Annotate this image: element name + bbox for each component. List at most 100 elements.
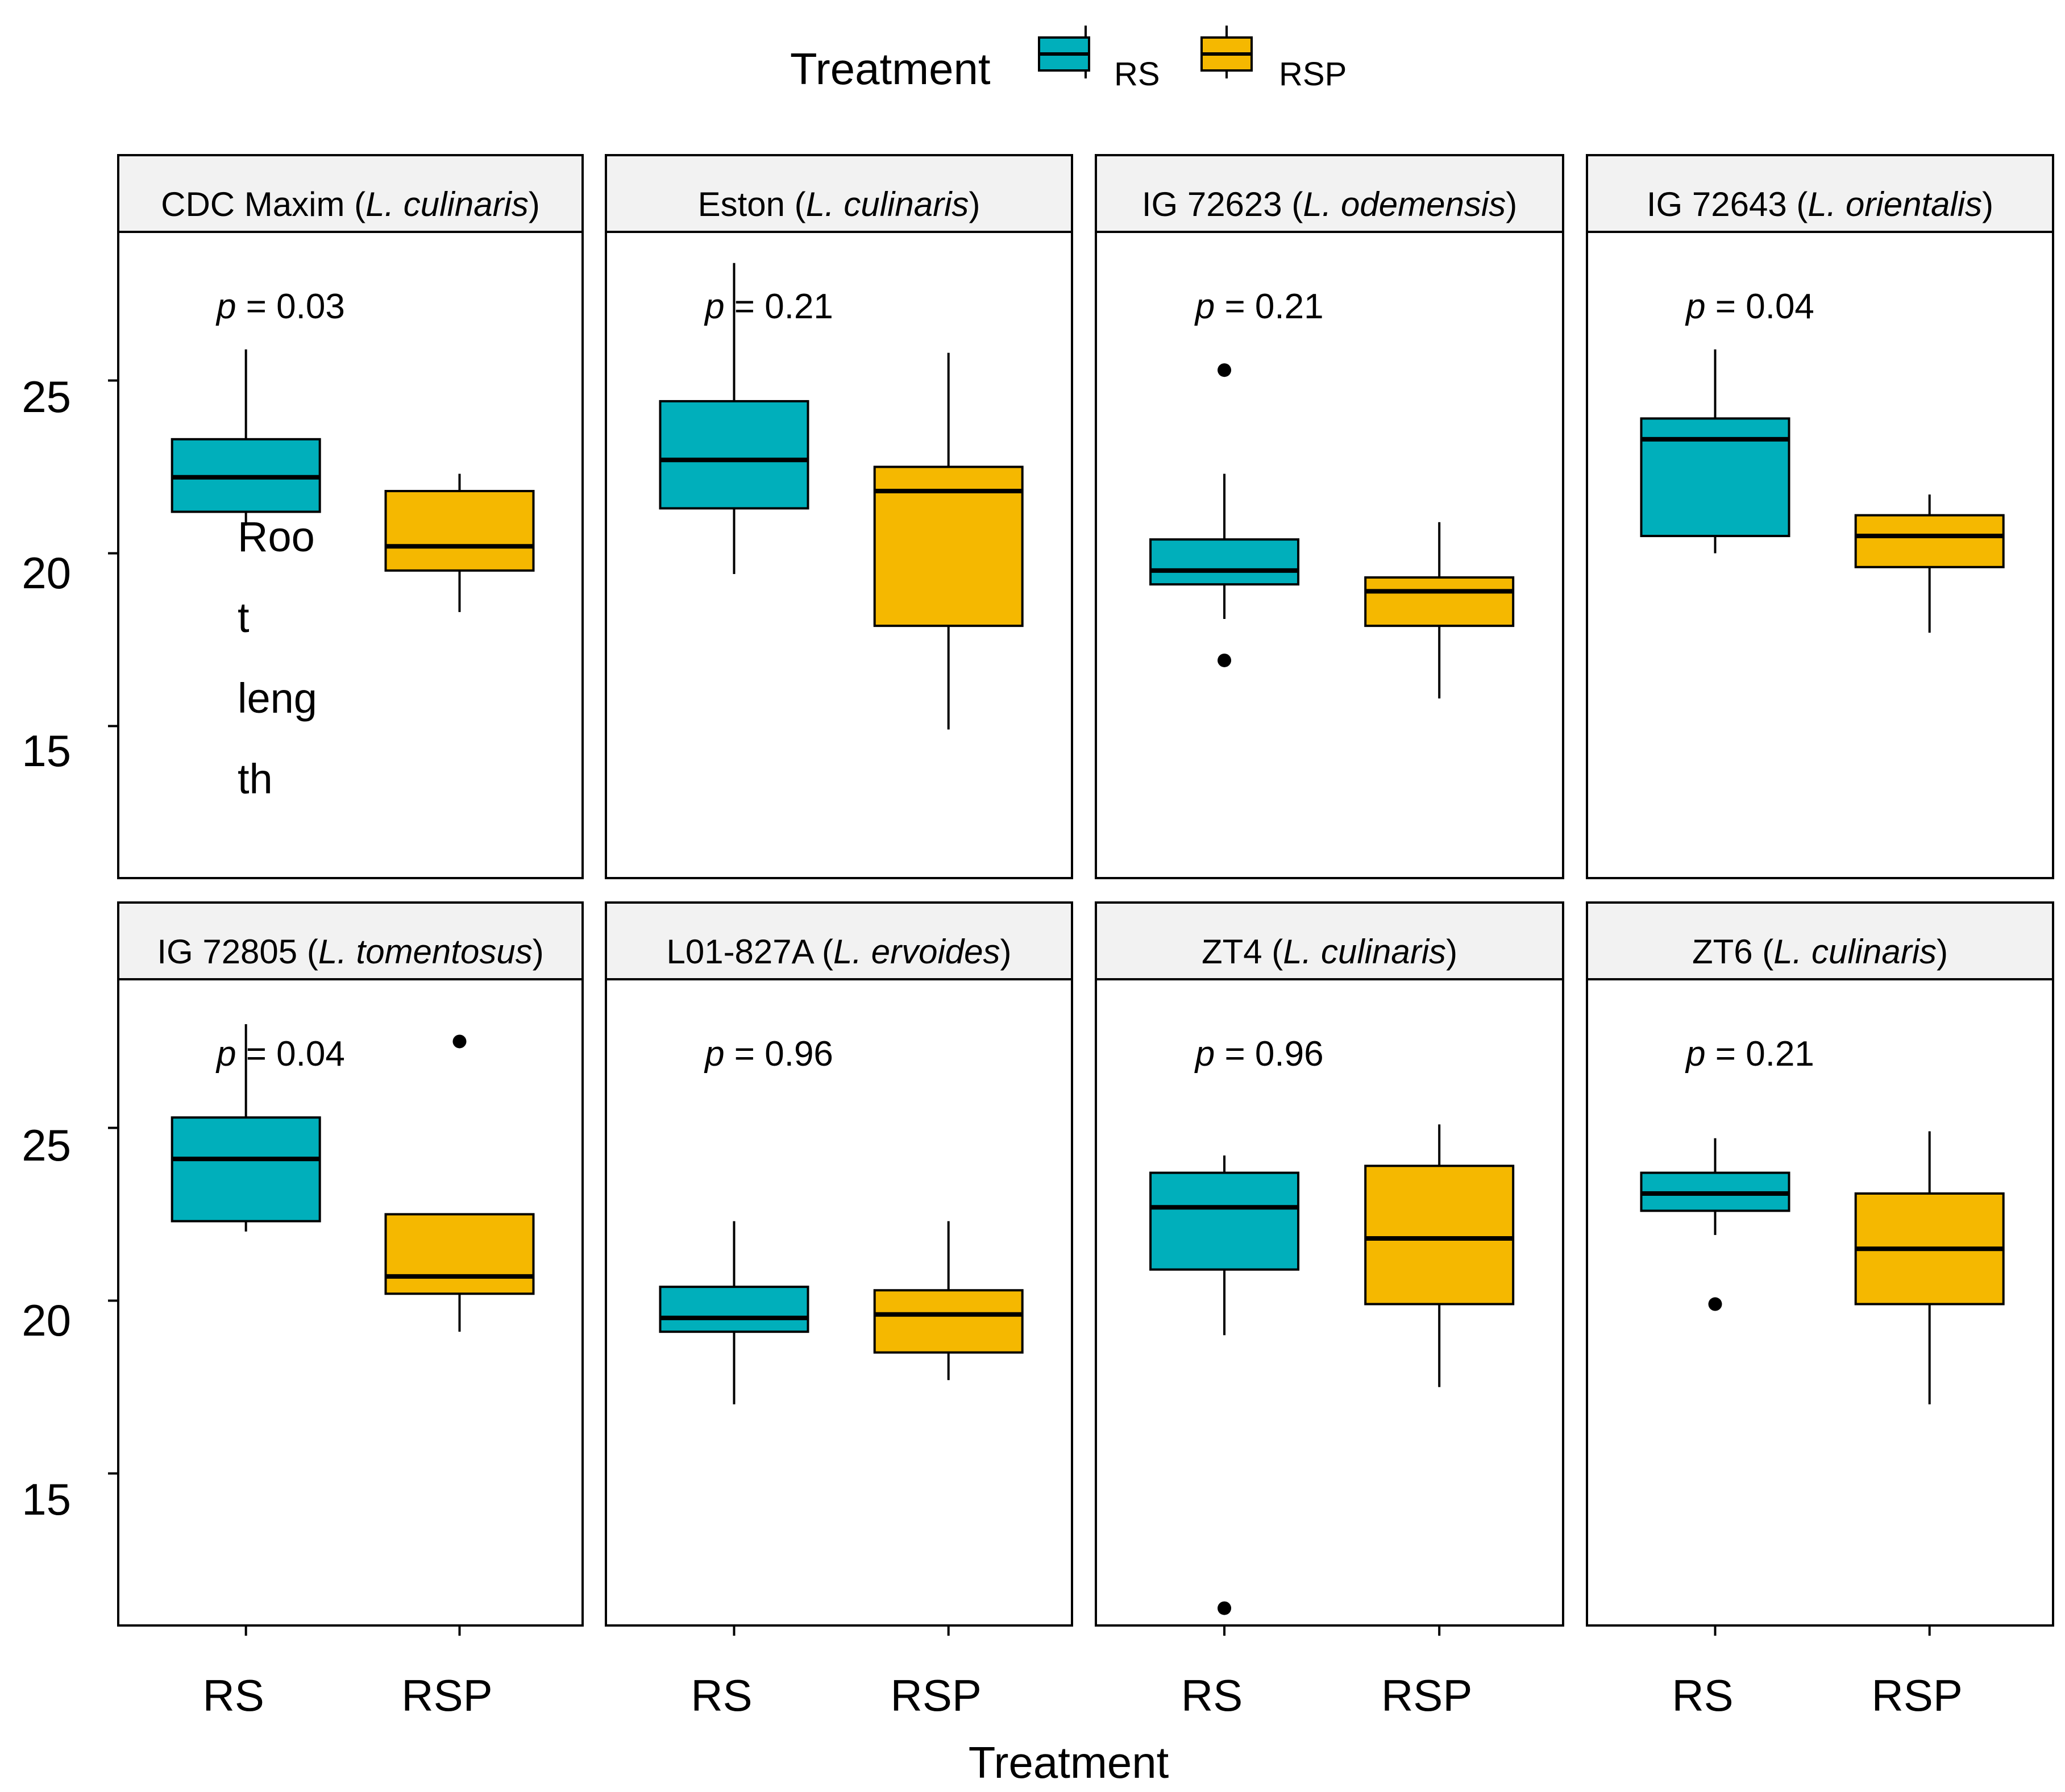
- strip-prefix: L01-827A (: [666, 933, 833, 971]
- p-value-label: p = 0.96: [704, 1034, 833, 1074]
- x-axis-ticks: RS RSP RS RSP RS RSP RS RSP: [202, 1625, 1963, 1720]
- legend-label-rsp: RSP: [1279, 56, 1347, 93]
- strip-suffix: ): [1982, 185, 1993, 223]
- y-axis-title-line: t: [238, 594, 250, 641]
- strip-suffix: ): [1937, 933, 1948, 971]
- y-tick-label: 25: [22, 1120, 71, 1170]
- y-axis-title-line: Roo: [238, 513, 315, 560]
- y-tick-label: 15: [22, 1474, 71, 1524]
- facet-strip-label: ZT4 (L. culinaris): [1202, 933, 1457, 971]
- x-tick-label: RSP: [401, 1670, 492, 1720]
- box-iqr: [1854, 514, 2005, 568]
- outlier-point: [1218, 363, 1232, 377]
- strip-prefix: CDC Maxim (: [161, 185, 365, 223]
- facet-strip: [1586, 154, 2054, 233]
- facet-panel: IG 72805 (L. tomentosus) p = 0.04: [108, 901, 584, 1627]
- x-tick-label: RS: [202, 1670, 264, 1720]
- facet-strip-label: IG 72643 (L. orientalis): [1647, 185, 1993, 223]
- x-tick-label: RS: [1672, 1670, 1733, 1720]
- facet-strip: [117, 154, 584, 233]
- facet-panel: IG 72643 (L. orientalis) p = 0.04: [1586, 154, 2054, 879]
- box-iqr: [1149, 1171, 1300, 1271]
- strip-prefix: Eston (: [698, 185, 806, 223]
- strip-species: L. culinaris: [1283, 933, 1446, 971]
- facet-panel: ZT4 (L. culinaris) p = 0.96: [1095, 901, 1564, 1627]
- p-value-label: p = 0.96: [1194, 1034, 1324, 1074]
- facet-panel: CDC Maxim (L. culinaris) p = 0.03: [108, 154, 584, 879]
- p-symbol: p: [215, 287, 236, 326]
- box-iqr: [1640, 417, 1790, 538]
- box-rs: [1149, 363, 1300, 667]
- p-value: = 0.96: [725, 1034, 833, 1074]
- facet-strip: [117, 901, 584, 980]
- p-symbol: p: [1685, 287, 1705, 326]
- facet-strip-label: L01-827A (L. ervoides): [666, 933, 1011, 971]
- p-value: = 0.03: [236, 287, 345, 326]
- box-iqr: [873, 1289, 1024, 1354]
- strip-suffix: ): [1446, 933, 1457, 971]
- box-iqr: [1364, 1165, 1515, 1305]
- box-rsp: [1364, 522, 1515, 698]
- box-rs: [1640, 349, 1790, 554]
- strip-suffix: ): [529, 185, 540, 223]
- p-value-label: p = 0.21: [1194, 287, 1324, 326]
- facet-strip-label: IG 72623 (L. odemensis): [1142, 185, 1517, 223]
- strip-suffix: ): [969, 185, 980, 223]
- y-axis-row-2: 25 20 15: [22, 1120, 71, 1524]
- box-iqr: [659, 400, 809, 510]
- box-rs: [1640, 1138, 1790, 1311]
- box-rsp: [1854, 494, 2005, 633]
- strip-species: L. culinaris: [1773, 933, 1937, 971]
- strip-suffix: ): [533, 933, 544, 971]
- p-symbol: p: [215, 1034, 236, 1074]
- box-rsp: [1364, 1124, 1515, 1387]
- box-rsp: [873, 1221, 1024, 1381]
- facet-panel-border: [1586, 978, 2054, 1627]
- box-rs: [171, 1024, 321, 1232]
- p-value-label: p = 0.21: [704, 287, 833, 326]
- facet-panel: L01-827A (L. ervoides) p = 0.96: [605, 901, 1073, 1627]
- facet-panel-border: [605, 231, 1073, 879]
- facet-panel-border: [1095, 978, 1564, 1627]
- strip-species: L. culinaris: [806, 185, 969, 223]
- x-tick-label: RS: [1181, 1670, 1243, 1720]
- facet-panel-border: [1586, 231, 2054, 879]
- p-value: = 0.04: [1706, 287, 1814, 326]
- outlier-point: [1708, 1297, 1722, 1311]
- box-rs: [659, 1221, 809, 1404]
- facet-panel: Eston (L. culinaris) p = 0.21: [605, 154, 1073, 879]
- facet-strip: [605, 901, 1073, 980]
- p-value-label: p = 0.04: [1685, 287, 1814, 326]
- legend: Treatment RS RSP: [790, 26, 1347, 94]
- strip-suffix: ): [1506, 185, 1517, 223]
- facet-strip: [1095, 901, 1564, 980]
- box-rsp: [873, 352, 1024, 730]
- box-rs: [659, 263, 809, 574]
- facet-panel: ZT6 (L. culinaris) p = 0.21: [1586, 901, 2054, 1627]
- strip-prefix: ZT4 (: [1202, 933, 1283, 971]
- box-rs: [1149, 1155, 1300, 1615]
- strip-species: L. orientalis: [1808, 185, 1982, 223]
- box-iqr: [659, 1286, 809, 1333]
- p-symbol: p: [704, 1034, 724, 1074]
- p-value: = 0.21: [725, 287, 833, 326]
- box-iqr: [171, 1116, 321, 1223]
- facet-panel-border: [117, 978, 584, 1627]
- outlier-point: [1218, 653, 1232, 667]
- legend-label-rs: RS: [1114, 56, 1160, 93]
- p-value: = 0.21: [1706, 1034, 1814, 1074]
- strip-prefix: ZT6 (: [1692, 933, 1773, 971]
- legend-key-rs: [1038, 26, 1090, 78]
- box-rsp: [384, 1034, 535, 1332]
- y-tick-label: 20: [22, 1295, 71, 1345]
- y-axis-title-line: leng: [238, 675, 317, 722]
- legend-key-rsp: [1200, 26, 1253, 78]
- y-tick-label: 25: [22, 372, 71, 422]
- p-value: = 0.04: [236, 1034, 345, 1074]
- p-value-label: p = 0.21: [1685, 1034, 1814, 1074]
- p-value-label: p = 0.03: [215, 287, 345, 326]
- outlier-point: [1218, 1601, 1232, 1615]
